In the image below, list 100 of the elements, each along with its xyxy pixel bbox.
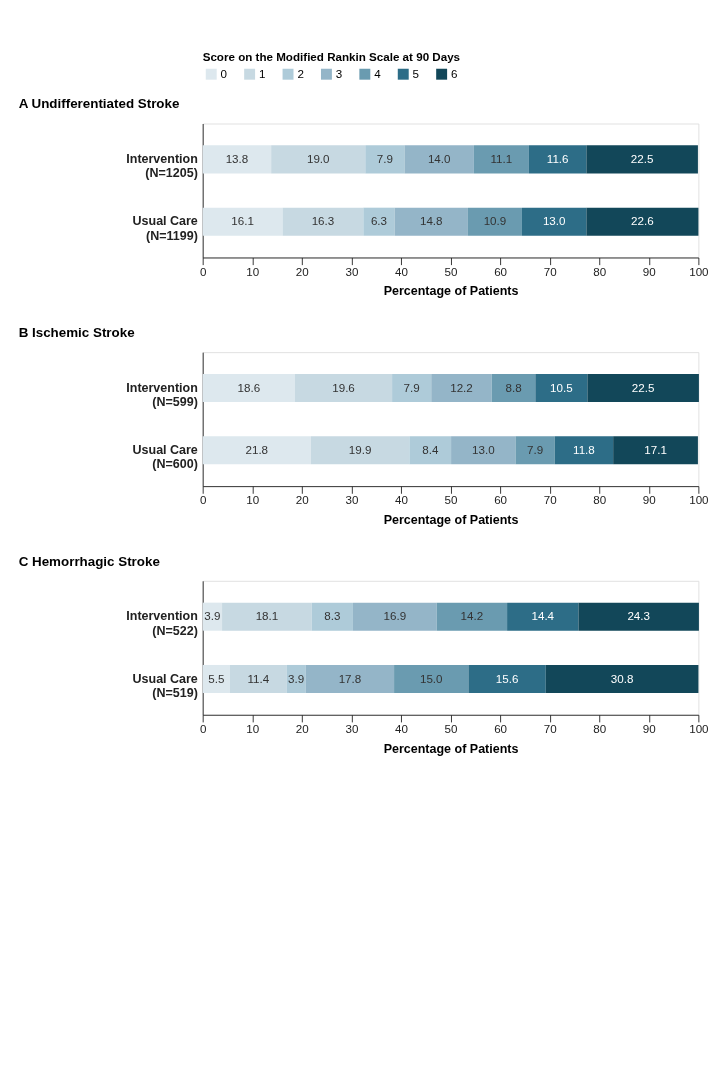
data-label: 7.9 [376, 151, 393, 165]
bar [436, 602, 508, 631]
data-label: 22.5 [630, 151, 654, 165]
x-tick-label: 100 [689, 264, 709, 278]
bar [230, 664, 287, 693]
text: C Hemorrhagic Stroke [18, 553, 160, 569]
data-label: 18.6 [237, 380, 261, 394]
x-tick-label: 60 [494, 493, 508, 507]
bar [528, 145, 587, 174]
data-label: 24.3 [627, 609, 650, 623]
bar [613, 436, 698, 465]
bar [468, 664, 546, 693]
bar [202, 374, 295, 403]
x-tick-label: 30 [345, 493, 359, 507]
bar [394, 664, 469, 693]
x-tick-label: 50 [444, 722, 458, 736]
legend-label: 4 [374, 66, 382, 80]
bar [515, 436, 555, 465]
data-label: 13.0 [471, 442, 495, 456]
x-axis-title: Percentage of Patients [383, 513, 519, 528]
y-tick-label: Usual Care (N=600) [132, 442, 198, 472]
bar [507, 602, 579, 631]
bar [311, 602, 353, 631]
bar [305, 664, 395, 693]
y-tick-label: Intervention (N=1205) [126, 151, 198, 181]
data-label: 13.0 [542, 214, 566, 228]
x-tick-label: 70 [543, 493, 557, 507]
x-tick-label: 10 [246, 722, 260, 736]
bar [587, 374, 699, 403]
bar [365, 145, 405, 174]
y-tick-label: Intervention (N=599) [126, 380, 198, 409]
bar [586, 145, 698, 174]
legend-label: 3 [335, 66, 343, 80]
data-label: 15.6 [495, 671, 519, 685]
bar [578, 602, 699, 631]
data-label: 16.1 [231, 214, 254, 228]
legend-label: 6 [451, 66, 458, 80]
text: B Ischemic Stroke [18, 325, 135, 341]
x-tick-label: 60 [494, 722, 508, 736]
data-label: 14.0 [427, 151, 451, 165]
x-tick-label: 90 [642, 264, 656, 278]
bar [352, 602, 437, 631]
x-tick-label: 0 [199, 493, 207, 507]
data-label: 14.2 [460, 609, 484, 623]
bar [202, 145, 272, 174]
legend-label: 0 [220, 66, 228, 80]
data-label: 18.1 [255, 609, 279, 623]
data-label: 11.4 [247, 671, 270, 685]
data-label: 19.6 [332, 380, 355, 394]
x-tick-label: 40 [395, 493, 408, 507]
x-tick-label: 100 [689, 493, 709, 507]
bar [363, 207, 395, 236]
data-label: 11.6 [546, 151, 569, 165]
x-tick-label: 30 [345, 722, 359, 736]
x-tick-label: 20 [295, 264, 309, 278]
bar [586, 207, 699, 236]
bar [473, 145, 529, 174]
x-tick-label: 80 [593, 722, 607, 736]
data-label: 10.9 [483, 214, 507, 228]
data-label: 15.0 [419, 671, 443, 685]
x-axis-title: Percentage of Patients [383, 741, 519, 756]
bar [202, 207, 283, 236]
bar [491, 374, 536, 403]
bar [294, 374, 393, 403]
bar [222, 602, 312, 631]
data-label: 14.8 [419, 214, 443, 228]
y-tick-label: Intervention (N=522) [126, 609, 198, 638]
x-tick-label: 30 [345, 264, 359, 278]
bar [535, 374, 588, 403]
x-tick-label: 10 [246, 493, 260, 507]
bar [282, 207, 364, 236]
x-tick-label: 90 [642, 722, 656, 736]
data-label: 16.9 [383, 609, 407, 623]
data-label: 22.6 [631, 214, 654, 228]
data-label: 16.3 [311, 214, 335, 228]
x-axis-title: Percentage of Patients [383, 284, 519, 299]
x-tick-label: 50 [444, 493, 458, 507]
data-label: 17.1 [644, 442, 667, 456]
y-tick-label: Usual Care (N=1199) [132, 214, 198, 243]
bar [545, 664, 699, 693]
data-label: 30.8 [610, 671, 634, 685]
x-tick-label: 50 [444, 264, 458, 278]
bar [202, 436, 311, 465]
data-label: 8.8 [505, 380, 522, 394]
data-label: 19.0 [306, 151, 330, 165]
bar [451, 436, 516, 465]
x-tick-label: 40 [395, 264, 408, 278]
bar [310, 436, 410, 465]
x-tick-label: 20 [295, 722, 309, 736]
legend-title: Score on the Modified Rankin Scale at 90 Days [202, 50, 461, 64]
x-tick-label: 0 [199, 722, 207, 736]
legend-label: 5 [412, 66, 420, 80]
x-tick-label: 10 [246, 264, 260, 278]
data-label: 19.9 [348, 442, 372, 456]
data-label: 10.5 [550, 380, 573, 394]
data-label: 7.9 [527, 442, 544, 456]
bar [521, 207, 587, 236]
data-label: 14.4 [531, 609, 555, 623]
data-label: 21.8 [245, 442, 269, 456]
x-tick-label: 80 [593, 493, 607, 507]
